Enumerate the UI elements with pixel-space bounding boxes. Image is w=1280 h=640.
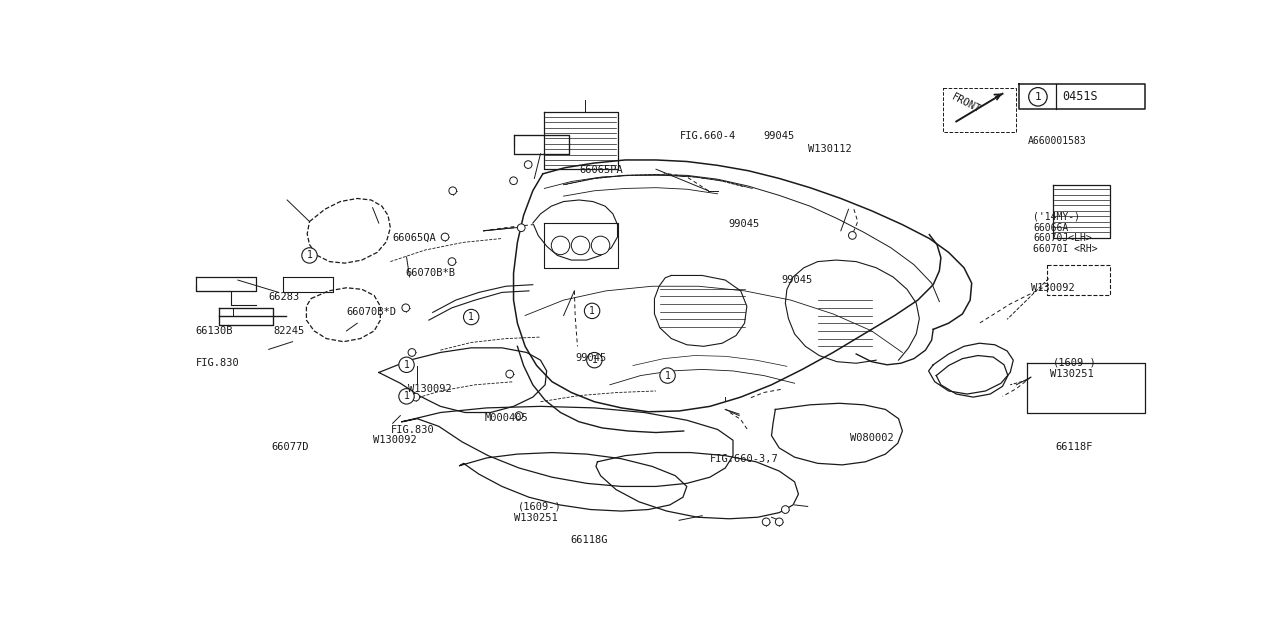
Text: 1: 1	[403, 391, 410, 401]
Text: 99045: 99045	[728, 219, 759, 229]
Text: 1: 1	[664, 371, 671, 381]
Circle shape	[509, 177, 517, 184]
Text: 1: 1	[468, 312, 474, 322]
Text: M000405: M000405	[485, 413, 529, 423]
Text: 66070B*B: 66070B*B	[406, 268, 456, 278]
Text: 1: 1	[1034, 92, 1042, 102]
Circle shape	[399, 388, 415, 404]
Text: 66118G: 66118G	[571, 535, 608, 545]
Text: W130092: W130092	[1030, 283, 1074, 292]
Text: 0451S: 0451S	[1062, 90, 1098, 103]
Text: 66118F: 66118F	[1055, 442, 1093, 452]
Text: 66070B*D: 66070B*D	[347, 307, 397, 317]
Text: FIG.830: FIG.830	[196, 358, 239, 368]
Text: W130251: W130251	[1050, 369, 1094, 380]
Circle shape	[525, 161, 532, 168]
Text: FRONT: FRONT	[950, 92, 983, 115]
Text: 66066A: 66066A	[1033, 223, 1069, 232]
Text: 66070I <RH>: 66070I <RH>	[1033, 244, 1098, 254]
Circle shape	[408, 349, 416, 356]
Text: 1: 1	[307, 250, 312, 260]
Circle shape	[463, 309, 479, 324]
Text: 66130B: 66130B	[196, 326, 233, 335]
Circle shape	[849, 232, 856, 239]
Text: FIG.660-3,7: FIG.660-3,7	[710, 454, 780, 464]
Text: (1609-): (1609-)	[518, 502, 562, 511]
Text: (1609-): (1609-)	[1053, 358, 1097, 367]
Circle shape	[442, 233, 449, 241]
Text: 1: 1	[403, 360, 410, 370]
Text: A660001583: A660001583	[1028, 136, 1087, 146]
Text: 66077D: 66077D	[271, 442, 308, 452]
Text: FIG.660-4: FIG.660-4	[680, 131, 736, 141]
Circle shape	[399, 357, 415, 372]
Circle shape	[776, 518, 783, 525]
Circle shape	[571, 236, 590, 255]
Text: W130092: W130092	[374, 435, 417, 445]
Text: 82245: 82245	[274, 326, 305, 335]
Circle shape	[586, 353, 602, 368]
Text: W130112: W130112	[808, 144, 851, 154]
Text: ('14MY-): ('14MY-)	[1033, 212, 1080, 221]
Circle shape	[782, 506, 790, 513]
Text: 66283: 66283	[269, 292, 300, 302]
Text: 99045: 99045	[763, 131, 795, 141]
Circle shape	[763, 518, 771, 525]
Text: 66065PA: 66065PA	[579, 165, 623, 175]
Text: 1: 1	[591, 355, 598, 365]
Circle shape	[449, 187, 457, 195]
Text: 99045: 99045	[781, 275, 813, 285]
Text: 66070J<LH>: 66070J<LH>	[1033, 234, 1092, 243]
Circle shape	[591, 236, 609, 255]
Circle shape	[1029, 88, 1047, 106]
Text: W130251: W130251	[515, 513, 558, 524]
Circle shape	[402, 304, 410, 312]
Text: W130092: W130092	[407, 384, 452, 394]
Circle shape	[448, 258, 456, 266]
Text: 1: 1	[589, 306, 595, 316]
Circle shape	[515, 412, 522, 419]
Circle shape	[302, 248, 317, 263]
Text: 99045: 99045	[575, 353, 607, 363]
Circle shape	[660, 368, 676, 383]
Text: W080002: W080002	[850, 433, 893, 443]
Circle shape	[552, 236, 570, 255]
Text: FIG.830: FIG.830	[390, 425, 435, 435]
Text: 66065QA: 66065QA	[393, 232, 436, 243]
Circle shape	[506, 370, 513, 378]
Circle shape	[412, 393, 420, 401]
Circle shape	[517, 224, 525, 232]
Circle shape	[585, 303, 600, 319]
